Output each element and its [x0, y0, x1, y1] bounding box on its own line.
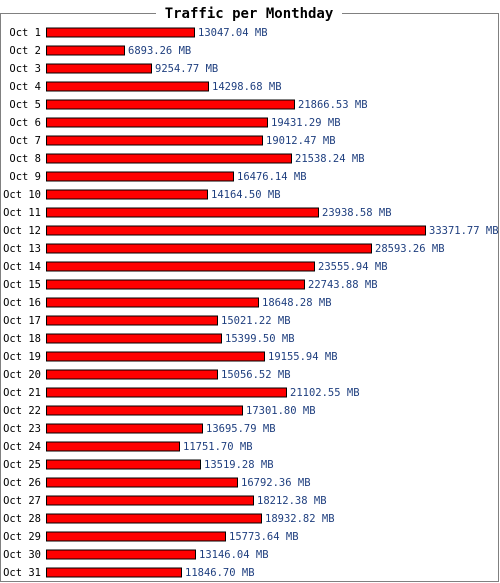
- traffic-bar: [46, 405, 243, 416]
- traffic-bar: [46, 387, 287, 398]
- value-label: 13519.28 MB: [204, 459, 274, 471]
- day-label: Oct 18: [3, 333, 41, 345]
- day-label: Oct 22: [3, 405, 41, 417]
- day-label: Oct 7: [9, 135, 41, 147]
- traffic-bar: [46, 369, 218, 380]
- value-label: 21538.24 MB: [295, 153, 365, 165]
- day-label: Oct 14: [3, 261, 41, 273]
- day-label: Oct 29: [3, 531, 41, 543]
- day-label: Oct 20: [3, 369, 41, 381]
- value-label: 13695.79 MB: [206, 423, 276, 435]
- value-label: 15021.22 MB: [221, 315, 291, 327]
- value-label: 33371.77 MB: [429, 225, 499, 237]
- value-label: 23938.58 MB: [322, 207, 392, 219]
- day-label: Oct 9: [9, 171, 41, 183]
- value-label: 14298.68 MB: [212, 81, 282, 93]
- day-label: Oct 15: [3, 279, 41, 291]
- value-label: 11846.70 MB: [185, 567, 255, 579]
- day-label: Oct 30: [3, 549, 41, 561]
- value-label: 18648.28 MB: [262, 297, 332, 309]
- value-label: 15056.52 MB: [221, 369, 291, 381]
- value-label: 17301.80 MB: [246, 405, 316, 417]
- traffic-bar: [46, 441, 180, 452]
- traffic-bar: [46, 495, 254, 506]
- traffic-bar: [46, 135, 263, 146]
- value-label: 21102.55 MB: [290, 387, 360, 399]
- value-label: 13047.04 MB: [198, 27, 268, 39]
- value-label: 9254.77 MB: [155, 63, 218, 75]
- traffic-bar: [46, 261, 315, 272]
- chart-title: Traffic per Monthday: [165, 6, 334, 22]
- traffic-bar: [46, 243, 372, 254]
- day-label: Oct 16: [3, 297, 41, 309]
- day-label: Oct 13: [3, 243, 41, 255]
- traffic-bar: [46, 153, 292, 164]
- traffic-bar: [46, 459, 201, 470]
- traffic-bar: [46, 189, 208, 200]
- day-label: Oct 1: [9, 27, 41, 39]
- day-label: Oct 4: [9, 81, 41, 93]
- value-label: 19155.94 MB: [268, 351, 338, 363]
- value-label: 19012.47 MB: [266, 135, 336, 147]
- day-label: Oct 27: [3, 495, 41, 507]
- traffic-bar: [46, 549, 196, 560]
- traffic-bar: [46, 27, 195, 38]
- day-label: Oct 24: [3, 441, 41, 453]
- day-label: Oct 28: [3, 513, 41, 525]
- traffic-bar: [46, 315, 218, 326]
- day-label: Oct 21: [3, 387, 41, 399]
- traffic-bar: [46, 333, 222, 344]
- value-label: 15399.50 MB: [225, 333, 295, 345]
- value-label: 14164.50 MB: [211, 189, 281, 201]
- value-label: 21866.53 MB: [298, 99, 368, 111]
- traffic-bar: [46, 567, 182, 578]
- day-label: Oct 26: [3, 477, 41, 489]
- day-label: Oct 19: [3, 351, 41, 363]
- value-label: 22743.88 MB: [308, 279, 378, 291]
- day-label: Oct 2: [9, 45, 41, 57]
- value-label: 11751.70 MB: [183, 441, 253, 453]
- bar-rows: Oct 1 13047.04 MB Oct 2 6893.26 MB Oct 3 9254…: [3, 27, 498, 579]
- traffic-bar: [46, 279, 305, 290]
- day-label: Oct 25: [3, 459, 41, 471]
- traffic-bar: [46, 423, 203, 434]
- traffic-bar: [46, 99, 295, 110]
- value-label: 6893.26 MB: [128, 45, 191, 57]
- traffic-bar: [46, 81, 209, 92]
- traffic-bar: [46, 63, 152, 74]
- day-label: Oct 6: [9, 117, 41, 129]
- traffic-bar: [46, 351, 265, 362]
- day-label: Oct 8: [9, 153, 41, 165]
- traffic-bar: [46, 297, 259, 308]
- traffic-bar: [46, 45, 125, 56]
- value-label: 16476.14 MB: [237, 171, 307, 183]
- day-label: Oct 31: [3, 567, 41, 579]
- value-label: 23555.94 MB: [318, 261, 388, 273]
- day-label: Oct 17: [3, 315, 41, 327]
- day-label: Oct 23: [3, 423, 41, 435]
- day-label: Oct 10: [3, 189, 41, 201]
- value-label: 15773.64 MB: [229, 531, 299, 543]
- value-label: 16792.36 MB: [241, 477, 311, 489]
- value-label: 13146.04 MB: [199, 549, 269, 561]
- traffic-bar: [46, 117, 268, 128]
- traffic-bar: [46, 207, 319, 218]
- value-label: 28593.26 MB: [375, 243, 445, 255]
- day-label: Oct 11: [3, 207, 41, 219]
- day-label: Oct 5: [9, 99, 41, 111]
- value-label: 18932.82 MB: [265, 513, 335, 525]
- title-background: [156, 5, 342, 21]
- day-label: Oct 12: [3, 225, 41, 237]
- traffic-bar: [46, 531, 226, 542]
- traffic-bar: [46, 477, 238, 488]
- value-label: 19431.29 MB: [271, 117, 341, 129]
- traffic-bar: [46, 513, 262, 524]
- traffic-bar: [46, 225, 426, 236]
- traffic-bar: [46, 171, 234, 182]
- value-label: 18212.38 MB: [257, 495, 327, 507]
- day-label: Oct 3: [9, 63, 41, 75]
